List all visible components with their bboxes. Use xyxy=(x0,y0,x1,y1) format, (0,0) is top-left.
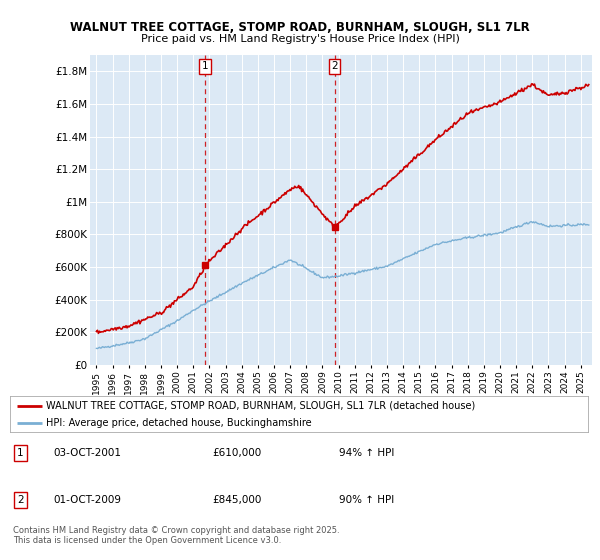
Text: 90% ↑ HPI: 90% ↑ HPI xyxy=(340,495,395,505)
Text: WALNUT TREE COTTAGE, STOMP ROAD, BURNHAM, SLOUGH, SL1 7LR: WALNUT TREE COTTAGE, STOMP ROAD, BURNHAM… xyxy=(70,21,530,34)
Text: Price paid vs. HM Land Registry's House Price Index (HPI): Price paid vs. HM Land Registry's House … xyxy=(140,34,460,44)
Text: WALNUT TREE COTTAGE, STOMP ROAD, BURNHAM, SLOUGH, SL1 7LR (detached house): WALNUT TREE COTTAGE, STOMP ROAD, BURNHAM… xyxy=(46,401,475,410)
Text: HPI: Average price, detached house, Buckinghamshire: HPI: Average price, detached house, Buck… xyxy=(46,418,311,428)
Text: 2: 2 xyxy=(17,495,24,505)
Text: £845,000: £845,000 xyxy=(212,495,262,505)
Text: 01-OCT-2009: 01-OCT-2009 xyxy=(53,495,121,505)
Text: 2: 2 xyxy=(331,62,338,72)
Text: Contains HM Land Registry data © Crown copyright and database right 2025.
This d: Contains HM Land Registry data © Crown c… xyxy=(13,526,340,545)
Text: 1: 1 xyxy=(17,449,24,458)
Text: 94% ↑ HPI: 94% ↑ HPI xyxy=(340,449,395,458)
Text: £610,000: £610,000 xyxy=(212,449,262,458)
Text: 1: 1 xyxy=(202,62,209,72)
Text: 03-OCT-2001: 03-OCT-2001 xyxy=(53,449,121,458)
